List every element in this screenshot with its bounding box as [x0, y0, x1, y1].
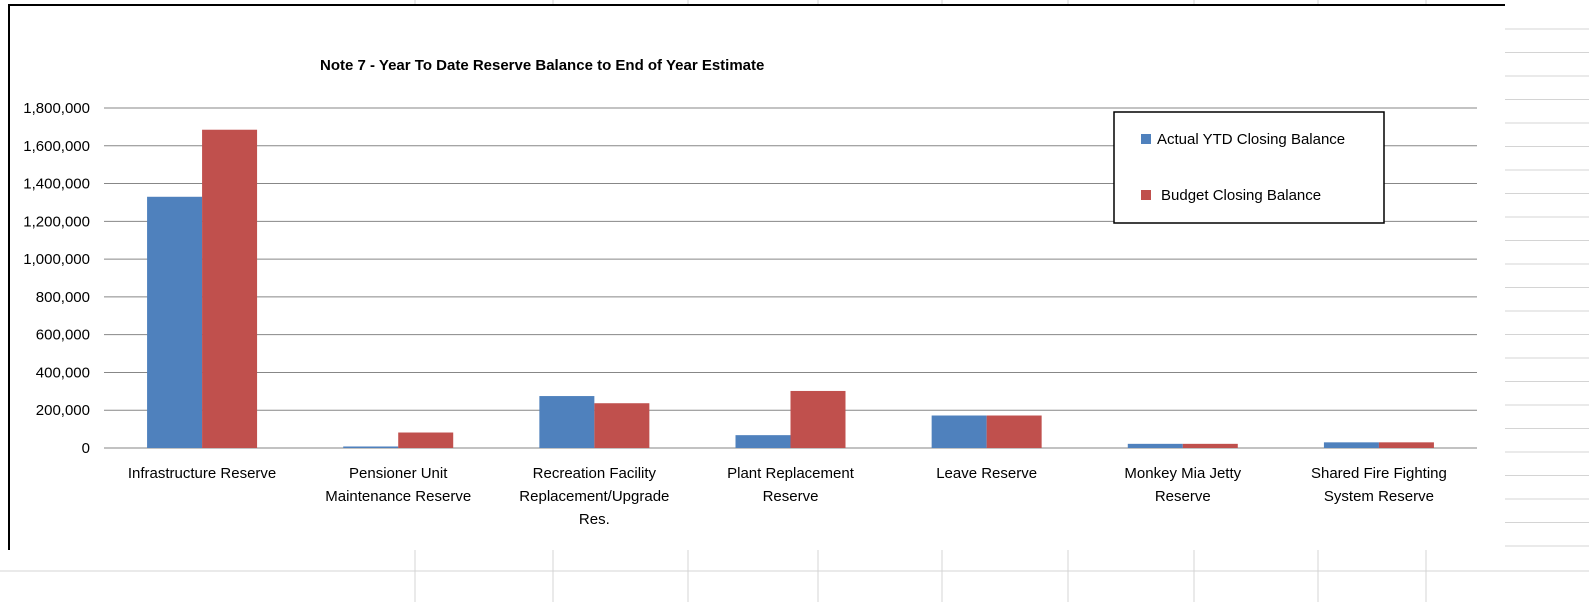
bar-budget	[202, 129, 258, 448]
chart-area[interactable]: Note 7 - Year To Date Reserve Balance to…	[8, 4, 1505, 550]
bar-actual	[147, 196, 203, 448]
legend-label-budget: Budget Closing Balance	[1161, 187, 1321, 204]
legend-swatch-actual	[1141, 134, 1151, 144]
bar-actual	[539, 396, 595, 448]
y-axis-ticks: 0 200,000 400,000 600,000 800,000 1,000,000 1,…	[23, 100, 90, 457]
legend-box	[1113, 111, 1385, 224]
bar-actual	[343, 446, 399, 448]
x-tick-label: Shared Fire Fighting System Reserve	[1311, 465, 1447, 505]
bar-budget	[398, 432, 454, 448]
bar-chart: Note 7 - Year To Date Reserve Balance to…	[23, 57, 1477, 528]
y-tick-label: 200,000	[36, 402, 90, 419]
bar-budget	[1378, 442, 1434, 448]
x-tick-label: Pensioner Unit Maintenance Reserve	[325, 465, 471, 505]
bar-budget	[790, 390, 846, 448]
y-tick-label: 1,800,000	[23, 100, 90, 117]
y-tick-label: 800,000	[36, 289, 90, 306]
x-tick-label: Infrastructure Reserve	[128, 465, 276, 482]
chart-title: Note 7 - Year To Date Reserve Balance to…	[320, 57, 764, 74]
bar-budget	[1182, 443, 1238, 448]
x-tick-label: Recreation Facility Replacement/Upgrade Re…	[519, 465, 669, 528]
bar-actual	[1323, 442, 1379, 448]
y-tick-label: 1,600,000	[23, 138, 90, 155]
x-tick-label: Leave Reserve	[936, 465, 1037, 482]
y-tick-label: 600,000	[36, 327, 90, 344]
y-tick-label: 0	[82, 440, 90, 457]
bar-actual	[931, 415, 987, 448]
bar-actual	[1127, 443, 1183, 448]
bar-actual	[735, 435, 791, 448]
y-tick-label: 1,200,000	[23, 213, 90, 230]
bars	[147, 129, 1434, 448]
legend-label-actual: Actual YTD Closing Balance	[1157, 131, 1345, 148]
legend: Actual YTD Closing Balance Budget Closin…	[1113, 111, 1385, 224]
y-tick-label: 400,000	[36, 364, 90, 381]
x-tick-label: Plant Replacement Reserve	[727, 465, 855, 505]
x-tick-label: Monkey Mia Jetty Reserve	[1124, 465, 1241, 505]
legend-swatch-budget	[1141, 190, 1151, 200]
y-tick-label: 1,000,000	[23, 251, 90, 268]
x-axis-ticks: Infrastructure Reserve Pensioner Unit Main…	[128, 465, 1447, 528]
bar-budget	[986, 415, 1042, 448]
y-tick-label: 1,400,000	[23, 176, 90, 193]
bar-budget	[594, 403, 650, 448]
